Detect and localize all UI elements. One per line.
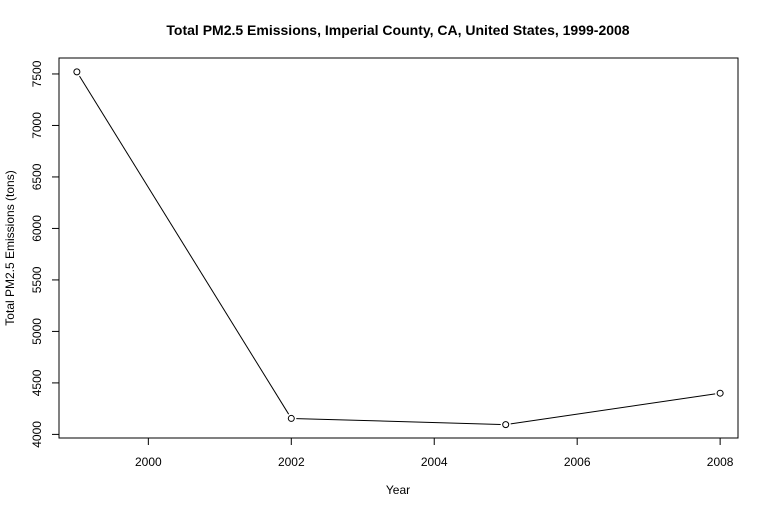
y-tick-label: 7500 [30, 60, 44, 87]
plot-frame [58, 57, 739, 439]
y-tick-label: 4000 [30, 421, 44, 448]
y-tick-label: 4500 [30, 369, 44, 396]
y-axis: 4000 4500 5000 5500 6000 6500 7000 7500 [30, 60, 59, 448]
y-tick-label: 5500 [30, 266, 44, 293]
y-tick-label: 5000 [30, 318, 44, 345]
x-tick-label: 2006 [564, 455, 591, 469]
series-line-segment [510, 393, 716, 425]
x-tick-label: 2008 [707, 455, 734, 469]
data-point [716, 389, 724, 397]
x-tick-label: 2000 [135, 455, 162, 469]
y-tick-label: 6500 [30, 163, 44, 190]
x-axis: 2000 2002 2004 2006 2008 [135, 438, 734, 469]
series-group [73, 68, 724, 429]
data-point [73, 68, 81, 76]
series-line-segment [296, 418, 501, 425]
x-axis-label: Year [386, 483, 410, 497]
y-tick-label: 6000 [30, 215, 44, 242]
x-tick-label: 2004 [421, 455, 448, 469]
data-point [287, 414, 295, 422]
data-point [502, 421, 510, 429]
y-tick-label: 7000 [30, 112, 44, 139]
chart-title: Total PM2.5 Emissions, Imperial County, … [166, 22, 629, 38]
series-line-segment [79, 75, 290, 415]
x-tick-label: 2002 [278, 455, 305, 469]
y-axis-label: Total PM2.5 Emissions (tons) [3, 170, 17, 325]
